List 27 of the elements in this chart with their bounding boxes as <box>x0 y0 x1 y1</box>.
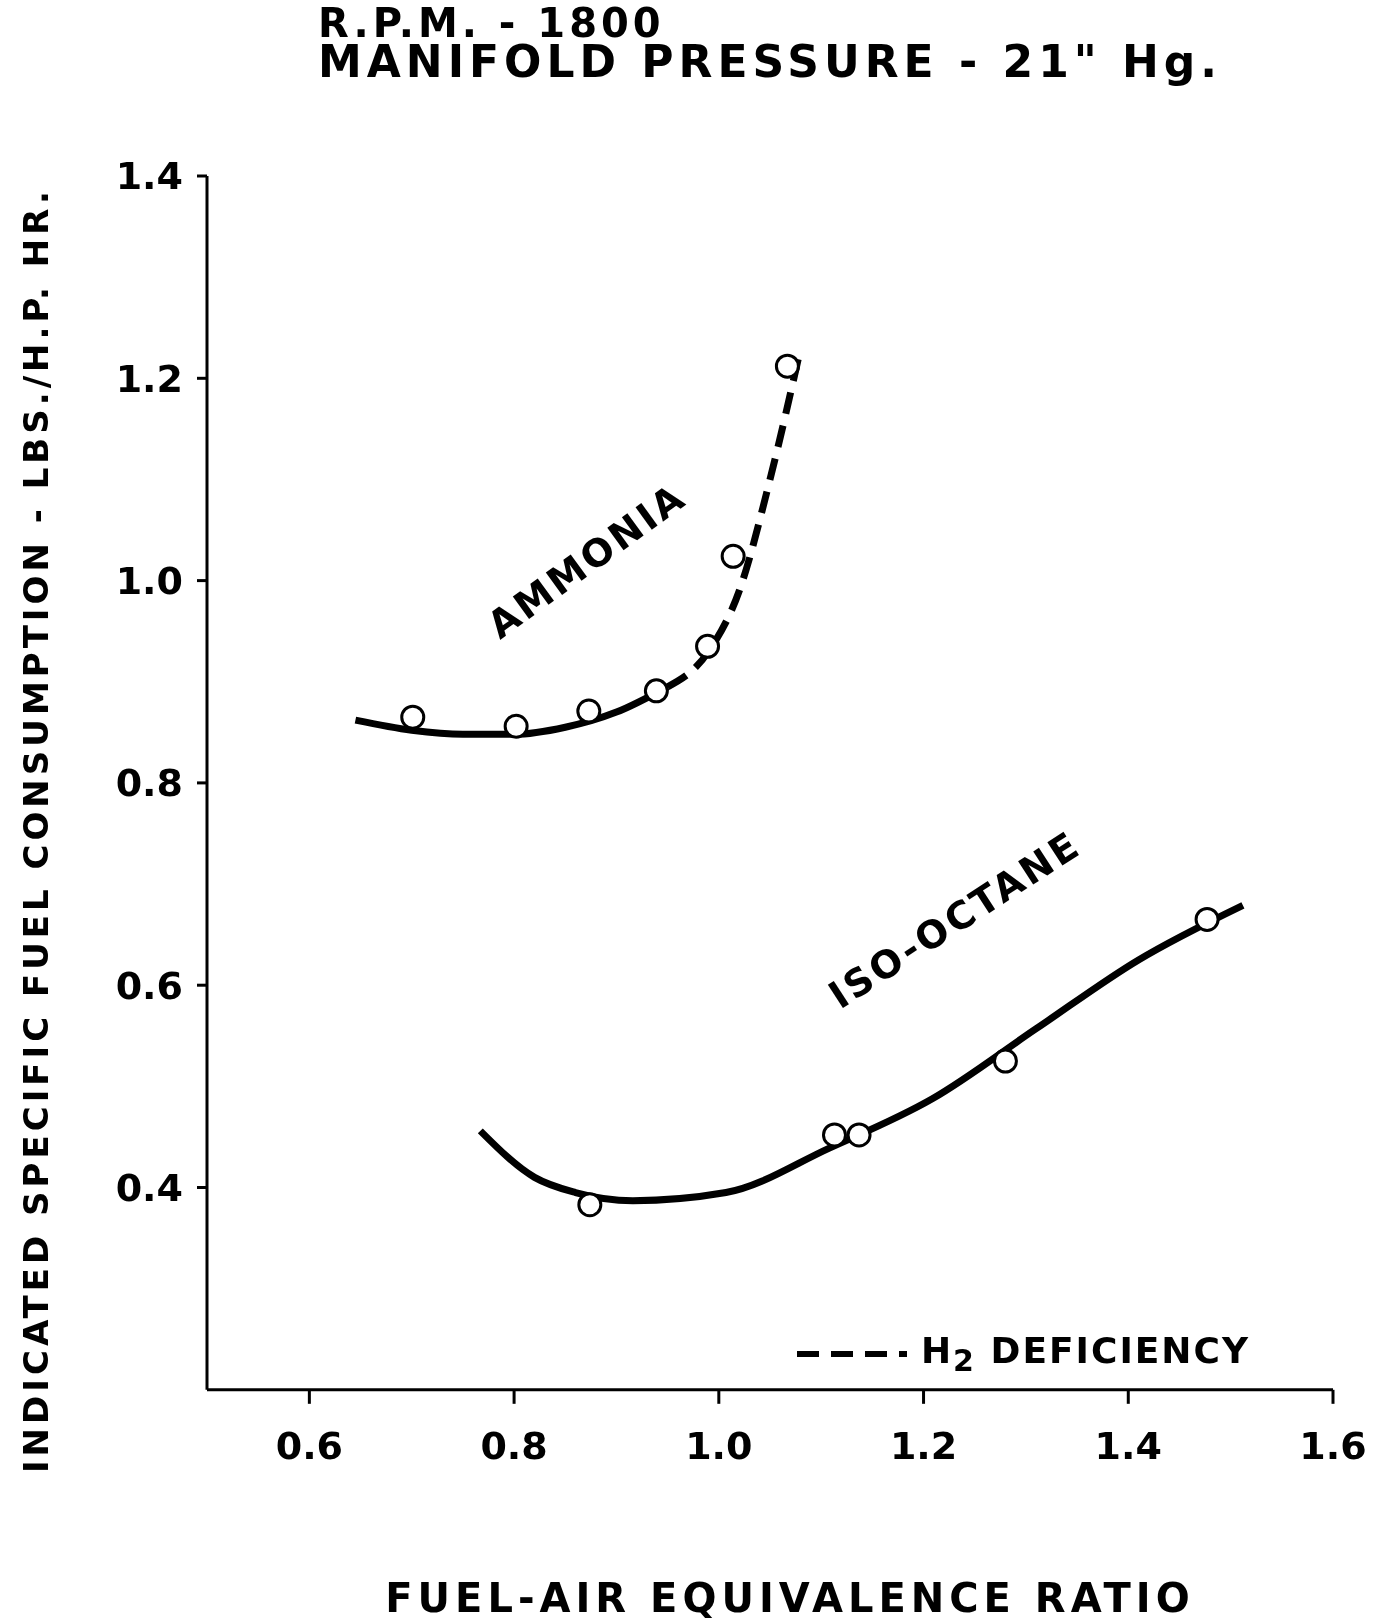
y-axis-title: INDICATED SPECIFIC FUEL CONSUMPTION - LBS./H.P. HR. <box>16 186 56 1474</box>
x-tick-label: 0.6 <box>275 1423 344 1468</box>
y-tick-label: 1.0 <box>115 559 183 604</box>
y-tick-label: 0.8 <box>115 761 183 806</box>
x-tick-label: 1.2 <box>889 1423 958 1468</box>
x-tick-label: 1.4 <box>1094 1423 1162 1468</box>
point <box>503 713 529 739</box>
y-tick-label: 1.4 <box>115 154 183 199</box>
point <box>992 1048 1018 1074</box>
point <box>643 678 669 704</box>
x-tick-label: 1.6 <box>1299 1423 1367 1468</box>
x-axis-title: FUEL-AIR EQUIVALENCE RATIO <box>385 1575 1195 1621</box>
point <box>846 1122 872 1148</box>
point <box>695 633 721 659</box>
y-tick-label: 1.2 <box>115 356 183 401</box>
point <box>720 543 746 569</box>
point <box>577 1192 603 1218</box>
point <box>400 704 426 730</box>
y-tick-label: 0.4 <box>115 1166 183 1210</box>
legend-label: H$_{2}$ DEFICIENCY <box>920 1330 1250 1379</box>
point <box>821 1122 847 1148</box>
x-tick-label: 1.0 <box>685 1423 753 1468</box>
x-tick-label: 0.8 <box>480 1423 548 1468</box>
point <box>774 353 800 379</box>
point <box>576 698 602 724</box>
y-tick-label: 0.6 <box>115 963 183 1008</box>
point <box>1194 906 1220 932</box>
